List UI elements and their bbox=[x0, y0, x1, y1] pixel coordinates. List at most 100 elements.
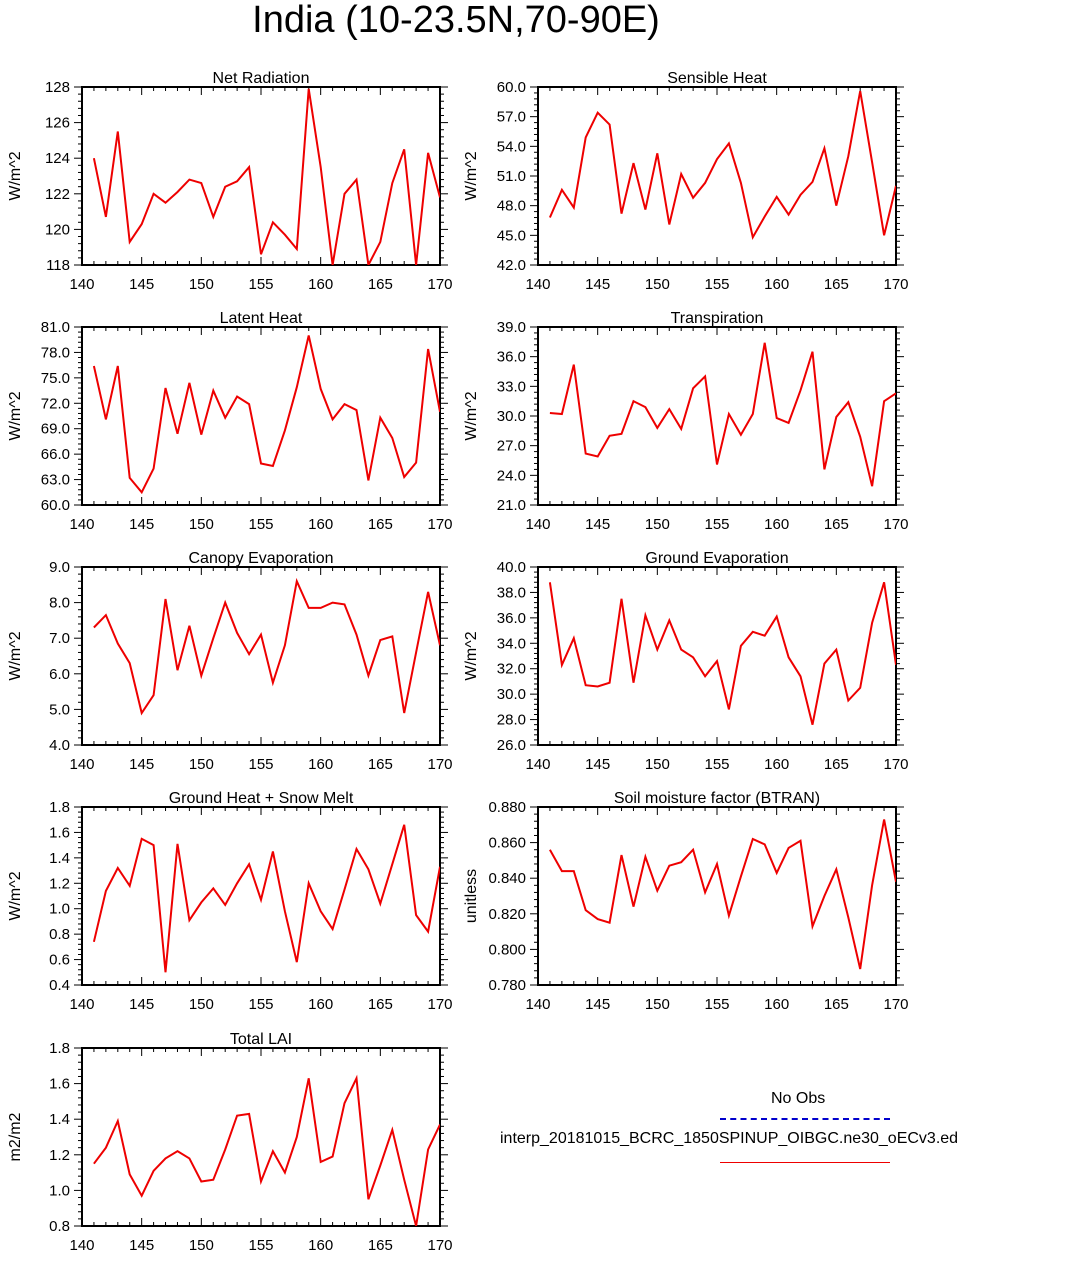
chart-ground-heat-snow-melt: Ground Heat + Snow Melt W/m^2 140 145 150 155… bbox=[7, 790, 453, 1013]
y-tick-label: 57.0 bbox=[497, 109, 526, 126]
x-tick-label: 150 bbox=[189, 276, 214, 293]
y-tick-label: 81.0 bbox=[41, 319, 70, 336]
x-tick-label: 140 bbox=[69, 276, 94, 293]
x-tick-label: 145 bbox=[129, 516, 154, 533]
x-tick-label: 160 bbox=[308, 756, 333, 773]
plot-frame bbox=[81, 326, 441, 506]
x-tick-label: 155 bbox=[704, 996, 729, 1013]
y-axis-label: W/m^2 bbox=[7, 871, 24, 920]
y-tick-label: 4.0 bbox=[49, 737, 70, 754]
x-tick-label: 155 bbox=[248, 276, 273, 293]
y-tick-label: 0.6 bbox=[49, 952, 70, 969]
y-tick-label: 38.0 bbox=[497, 584, 526, 601]
legend-obs-line bbox=[720, 1118, 890, 1120]
y-tick-label: 36.0 bbox=[497, 610, 526, 627]
y-tick-label: 8.0 bbox=[49, 595, 70, 612]
y-axis-label: W/m^2 bbox=[463, 151, 480, 200]
chart-title: Ground Evaporation bbox=[645, 550, 788, 567]
x-tick-label: 145 bbox=[129, 1237, 154, 1254]
x-tick-label: 165 bbox=[368, 516, 393, 533]
x-tick-label: 170 bbox=[427, 1237, 452, 1254]
y-tick-label: 28.0 bbox=[497, 712, 526, 729]
y-tick-label: 124 bbox=[45, 150, 70, 167]
y-tick-label: 36.0 bbox=[497, 349, 526, 366]
series-line-model bbox=[92, 88, 440, 265]
y-tick-label: 1.4 bbox=[49, 1111, 70, 1128]
y-tick-label: 1.4 bbox=[49, 850, 70, 867]
x-tick-label: 170 bbox=[427, 996, 452, 1013]
y-tick-label: 6.0 bbox=[49, 666, 70, 683]
y-tick-label: 54.0 bbox=[497, 138, 526, 155]
x-tick-label: 140 bbox=[69, 996, 94, 1013]
x-tick-label: 170 bbox=[883, 996, 908, 1013]
x-tick-label: 150 bbox=[645, 996, 670, 1013]
plot-frame bbox=[537, 86, 897, 266]
y-tick-label: 48.0 bbox=[497, 198, 526, 215]
x-tick-label: 170 bbox=[883, 276, 908, 293]
x-tick-label: 150 bbox=[645, 756, 670, 773]
y-tick-label: 1.2 bbox=[49, 875, 70, 892]
x-tick-label: 155 bbox=[248, 996, 273, 1013]
x-tick-label: 140 bbox=[525, 516, 550, 533]
x-tick-label: 160 bbox=[764, 756, 789, 773]
y-tick-label: 21.0 bbox=[497, 497, 526, 514]
y-tick-label: 60.0 bbox=[41, 497, 70, 514]
series-line-model bbox=[93, 577, 440, 716]
x-tick-label: 155 bbox=[704, 516, 729, 533]
y-tick-label: 1.0 bbox=[49, 1182, 70, 1199]
y-tick-label: 0.860 bbox=[488, 835, 526, 852]
x-tick-label: 170 bbox=[427, 516, 452, 533]
y-tick-label: 0.820 bbox=[488, 906, 526, 923]
x-tick-label: 150 bbox=[189, 996, 214, 1013]
y-tick-label: 9.0 bbox=[49, 559, 70, 576]
y-tick-label: 122 bbox=[45, 186, 70, 203]
x-tick-label: 140 bbox=[69, 516, 94, 533]
plot-frame bbox=[81, 1047, 441, 1227]
chart-title: Total LAI bbox=[230, 1031, 292, 1048]
x-tick-label: 165 bbox=[368, 996, 393, 1013]
y-tick-label: 27.0 bbox=[497, 438, 526, 455]
y-tick-label: 126 bbox=[45, 115, 70, 132]
y-tick-label: 118 bbox=[46, 257, 70, 274]
y-tick-label: 120 bbox=[45, 221, 70, 238]
y-tick-label: 78.0 bbox=[41, 344, 70, 361]
chart-net-radiation: Net Radiation W/m^2 140 145 150 155 160 165 170 1… bbox=[7, 70, 453, 293]
x-tick-label: 140 bbox=[69, 1237, 94, 1254]
y-axis-label: unitless bbox=[463, 869, 480, 923]
y-axis-label: W/m^2 bbox=[463, 391, 480, 440]
x-tick-label: 155 bbox=[704, 276, 729, 293]
y-tick-label: 32.0 bbox=[497, 661, 526, 678]
y-tick-label: 1.6 bbox=[49, 1076, 70, 1093]
y-tick-label: 1.2 bbox=[49, 1147, 70, 1164]
y-tick-label: 39.0 bbox=[497, 319, 526, 336]
y-tick-label: 5.0 bbox=[49, 701, 70, 718]
chart-total-lai: Total LAI m2/m2 140 145 150 155 160 165 170 0.8 1.… bbox=[7, 1031, 453, 1254]
y-tick-label: 0.8 bbox=[49, 1218, 70, 1235]
plot-frame bbox=[537, 566, 897, 746]
x-tick-label: 165 bbox=[824, 996, 849, 1013]
x-tick-label: 160 bbox=[308, 276, 333, 293]
x-tick-label: 160 bbox=[308, 996, 333, 1013]
y-tick-label: 1.8 bbox=[49, 1040, 70, 1057]
x-tick-label: 150 bbox=[189, 516, 214, 533]
chart-soil-moisture-factor-btran: Soil moisture factor (BTRAN) unitless 140 1… bbox=[463, 790, 909, 1013]
x-tick-label: 140 bbox=[69, 756, 94, 773]
x-tick-label: 140 bbox=[525, 756, 550, 773]
x-tick-label: 170 bbox=[427, 276, 452, 293]
x-tick-label: 160 bbox=[764, 996, 789, 1013]
y-tick-label: 1.6 bbox=[49, 824, 70, 841]
y-tick-label: 7.0 bbox=[49, 630, 70, 647]
chart-title: Sensible Heat bbox=[667, 70, 767, 87]
series-line-model bbox=[92, 335, 440, 495]
x-tick-label: 165 bbox=[824, 756, 849, 773]
x-tick-label: 160 bbox=[764, 276, 789, 293]
chart-title: Soil moisture factor (BTRAN) bbox=[614, 790, 820, 807]
series-line-model bbox=[93, 1074, 440, 1226]
x-tick-label: 150 bbox=[645, 276, 670, 293]
y-tick-label: 72.0 bbox=[41, 395, 70, 412]
y-tick-label: 0.4 bbox=[49, 977, 70, 994]
series-line-model bbox=[549, 342, 896, 487]
series-line-model bbox=[548, 582, 896, 725]
y-tick-label: 40.0 bbox=[497, 559, 526, 576]
